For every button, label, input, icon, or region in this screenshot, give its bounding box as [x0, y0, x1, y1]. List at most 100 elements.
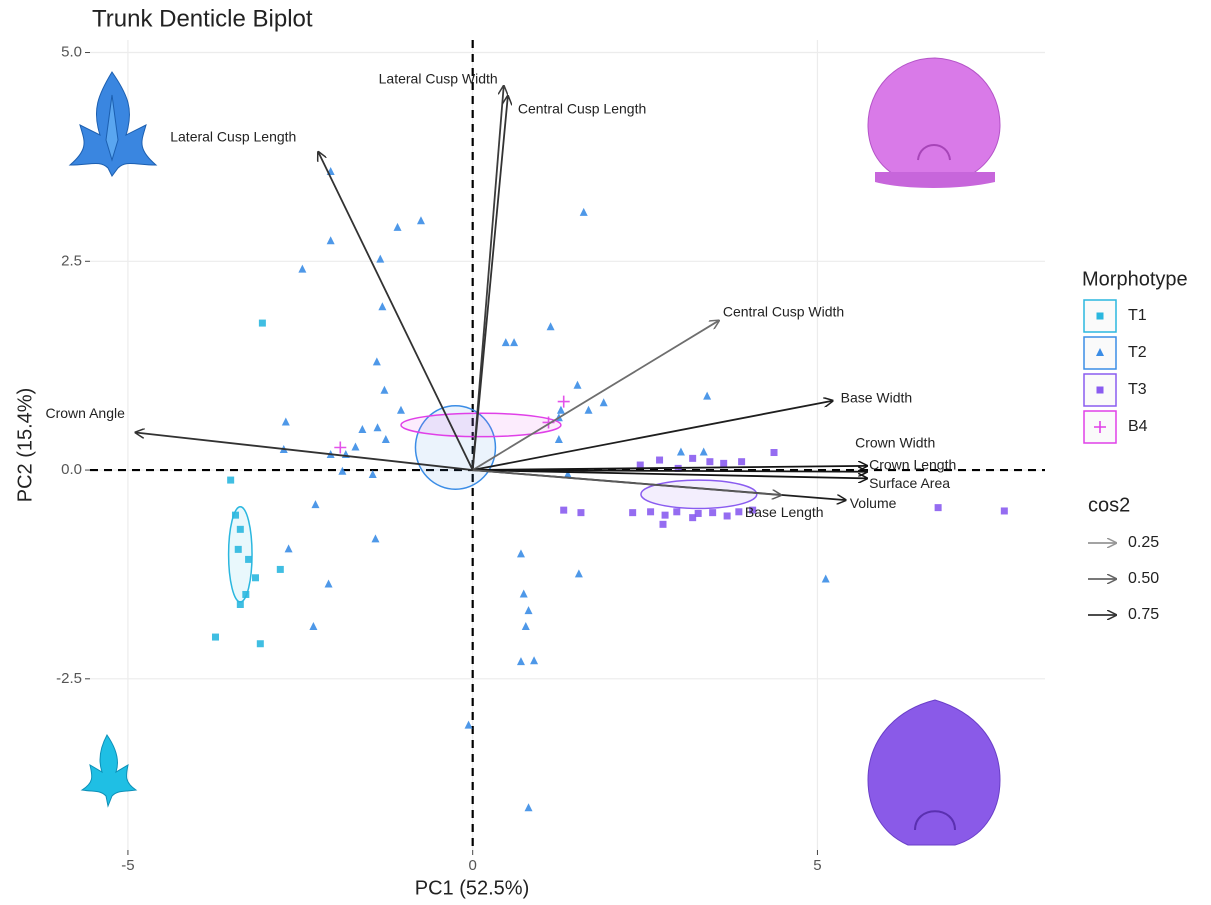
point [368, 470, 377, 479]
point [673, 508, 681, 516]
point [934, 504, 942, 512]
denticle-purple [867, 699, 1001, 846]
point [563, 470, 572, 479]
point [524, 803, 533, 812]
cos2-legend-label: 0.25 [1128, 534, 1159, 551]
x-tick-label: 5 [813, 857, 821, 874]
point [380, 385, 389, 394]
point [821, 574, 830, 583]
point [309, 622, 318, 631]
point [706, 458, 714, 466]
point [324, 579, 333, 588]
variable-label: Central Cusp Width [723, 303, 844, 319]
variable-label: Base Width [841, 389, 913, 405]
point [501, 338, 510, 347]
point [629, 509, 637, 517]
variable-label: Base Length [745, 504, 824, 520]
point [281, 417, 290, 426]
point [557, 395, 570, 408]
point [524, 606, 533, 615]
confidence-ellipse [640, 479, 758, 510]
legend-key [1083, 410, 1117, 444]
point [584, 405, 593, 414]
point [334, 441, 347, 454]
point [723, 512, 731, 520]
point [659, 520, 667, 528]
point [298, 264, 307, 273]
point [554, 434, 563, 443]
point [464, 720, 473, 729]
point [689, 454, 697, 462]
variable-label: Volume [850, 495, 897, 511]
variable-arrow [472, 469, 867, 478]
point [231, 511, 239, 519]
point [236, 600, 244, 608]
point [393, 222, 402, 231]
point [749, 506, 757, 514]
point [326, 236, 335, 245]
point [546, 322, 555, 331]
point [351, 442, 360, 451]
y-tick-label: 5.0 [61, 43, 82, 60]
legend-marker [1096, 348, 1104, 356]
legend-label: T2 [1128, 344, 1147, 361]
point [770, 449, 778, 457]
cos2-legend-label: 0.50 [1128, 570, 1159, 587]
point [656, 456, 664, 464]
point [372, 357, 381, 366]
point [560, 506, 568, 514]
legend-marker [1096, 312, 1104, 320]
point [599, 398, 608, 407]
point [676, 447, 685, 456]
point [573, 380, 582, 389]
point [242, 590, 250, 598]
point [720, 459, 728, 467]
point [211, 633, 219, 641]
variable-label: Surface Area [869, 475, 950, 491]
denticle-blue [68, 71, 158, 177]
variable-arrow [136, 432, 473, 471]
y-tick-label: 0.0 [61, 461, 82, 478]
point [311, 500, 320, 509]
variable-label: Lateral Cusp Length [170, 129, 296, 145]
point [256, 640, 264, 648]
point [735, 508, 743, 516]
variable-label: Crown Width [855, 435, 935, 451]
denticle-cyan [80, 734, 138, 808]
legend-label: B4 [1128, 418, 1148, 435]
point [251, 574, 259, 582]
legend-label: T1 [1128, 307, 1147, 324]
point [661, 511, 669, 519]
variable-arrow [471, 96, 508, 471]
variable-arrow [472, 466, 867, 470]
variable-arrow [472, 469, 781, 495]
variable-arrow [472, 401, 833, 471]
y-axis-label: PC2 (15.4%) [14, 388, 36, 503]
point [556, 405, 565, 414]
x-axis-label: PC1 (52.5%) [415, 877, 530, 899]
point [227, 476, 235, 484]
point [709, 509, 717, 517]
variable-label: Lateral Cusp Width [379, 71, 498, 87]
variable-arrow [472, 321, 719, 471]
point [703, 391, 712, 400]
point [574, 569, 583, 578]
variable-label: Crown Length [869, 456, 956, 472]
point [245, 555, 253, 563]
point [579, 207, 588, 216]
cos2-legend-title: cos2 [1088, 494, 1130, 516]
point [519, 589, 528, 598]
point [234, 545, 242, 553]
legend-marker [1094, 421, 1106, 433]
legend-marker [1096, 386, 1104, 394]
point [284, 544, 293, 553]
point [636, 461, 644, 469]
point [738, 458, 746, 466]
point [373, 423, 382, 432]
variable-label: Central Cusp Length [518, 101, 646, 117]
x-tick-label: 0 [469, 857, 477, 874]
x-tick-label: -5 [121, 857, 134, 874]
point [577, 509, 585, 517]
point [378, 302, 387, 311]
